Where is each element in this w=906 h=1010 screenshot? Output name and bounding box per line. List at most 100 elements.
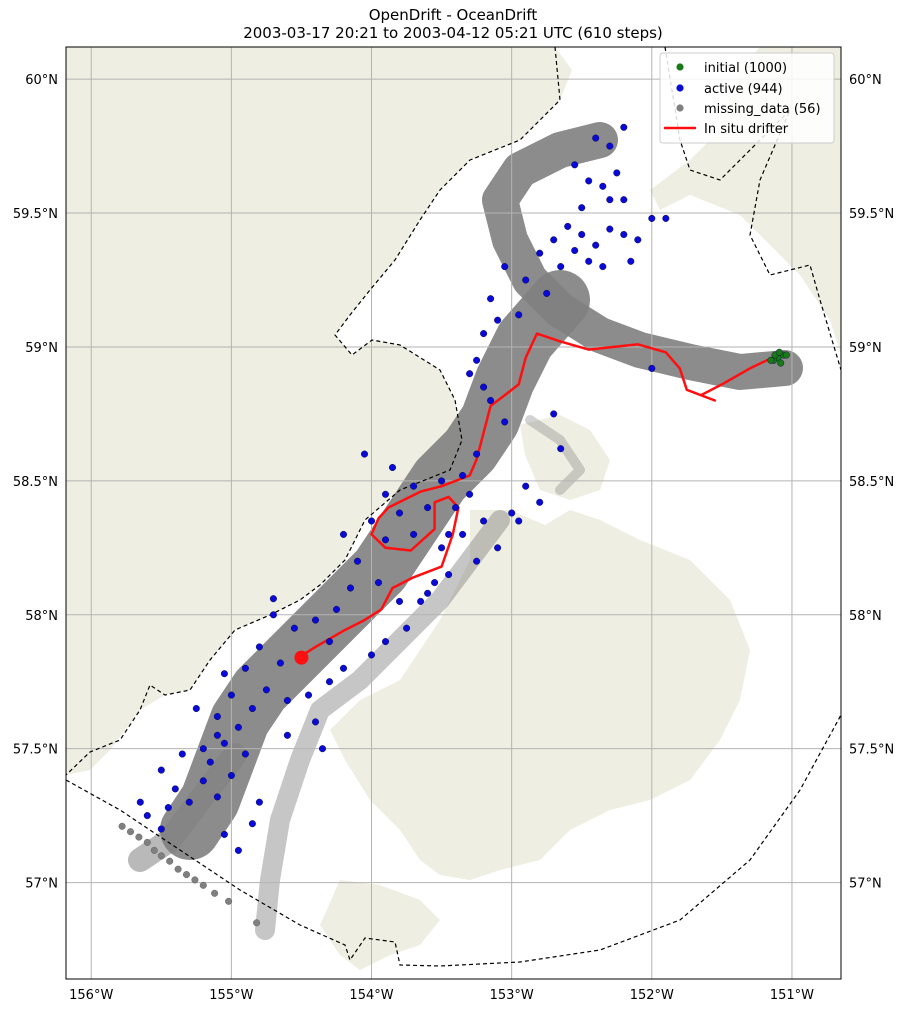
point-active [536, 498, 544, 506]
point-active [368, 517, 376, 525]
point-active [578, 204, 586, 212]
point-active [585, 177, 593, 185]
x-tick-label: 154°W [349, 988, 393, 1003]
point-active [269, 611, 277, 619]
point-missing [182, 871, 190, 879]
point-active [648, 364, 656, 372]
point-active [627, 257, 635, 265]
point-active [480, 517, 488, 525]
point-active [501, 418, 509, 426]
point-active [501, 263, 509, 271]
y-tick-label-left: 60°N [25, 73, 58, 88]
point-active [606, 196, 614, 204]
point-missing [211, 889, 219, 897]
y-tick-label-left: 57°N [25, 877, 58, 892]
point-active [396, 597, 404, 605]
y-tick-label-right: 59°N [849, 341, 882, 356]
point-active [262, 686, 270, 694]
point-active [255, 798, 263, 806]
point-active [599, 182, 607, 190]
legend-label-drifter: In situ drifter [704, 122, 789, 137]
point-active [543, 289, 551, 297]
point-missing [174, 865, 182, 873]
point-active [620, 123, 628, 131]
point-active [136, 798, 144, 806]
point-missing [225, 897, 233, 905]
x-tick-label: 153°W [490, 988, 534, 1003]
point-active [157, 825, 165, 833]
y-tick-label-right: 58°N [849, 609, 882, 624]
point-active [557, 445, 565, 453]
point-active [515, 311, 523, 319]
point-active [185, 798, 193, 806]
point-active [178, 750, 186, 758]
point-active [480, 383, 488, 391]
point-initial [767, 356, 775, 364]
point-active [410, 530, 418, 538]
y-tick-label-right: 59.5°N [849, 207, 894, 222]
point-active [396, 509, 404, 517]
point-active [459, 530, 467, 538]
y-tick-label-left: 59.5°N [13, 207, 58, 222]
point-active [220, 739, 228, 747]
domain-boundary-south [65, 714, 842, 967]
point-active [199, 777, 207, 785]
point-active [466, 490, 474, 498]
point-active [508, 509, 516, 517]
point-active [466, 370, 474, 378]
point-active [662, 214, 670, 222]
point-active [578, 230, 586, 238]
drifter-end-marker [294, 650, 309, 665]
data-marks [118, 123, 790, 927]
point-active [213, 731, 221, 739]
point-active [473, 557, 481, 565]
point-active [620, 230, 628, 238]
land-trinity [320, 880, 440, 970]
x-tick-label: 151°W [770, 988, 814, 1003]
point-active [382, 638, 390, 646]
land-kodiak-north [520, 415, 610, 500]
trajectory-band-south [255, 510, 510, 940]
point-active [326, 638, 334, 646]
point-active [269, 595, 277, 603]
legend-marker-missing [676, 104, 684, 112]
point-active [290, 624, 298, 632]
y-tick-label-right: 58.5°N [849, 475, 894, 490]
point-active [487, 295, 495, 303]
point-active [192, 705, 200, 713]
point-active [564, 222, 572, 230]
point-active [634, 236, 642, 244]
y-tick-label-left: 59°N [25, 341, 58, 356]
y-tick-label-right: 60°N [849, 73, 882, 88]
point-active [227, 691, 235, 699]
tick-labels: 156°W 155°W 154°W 153°W 152°W 151°W 57°N 57°N 57… [13, 73, 894, 1003]
point-active [592, 241, 600, 249]
point-active [424, 589, 432, 597]
point-missing [143, 838, 151, 846]
legend-label-missing: missing_data (56) [704, 102, 821, 117]
point-active [326, 678, 334, 686]
point-active [452, 504, 460, 512]
point-missing [253, 919, 261, 927]
point-active [375, 579, 383, 587]
point-active [305, 691, 313, 699]
point-active [606, 142, 614, 150]
point-active [255, 643, 263, 651]
point-missing [157, 852, 165, 860]
point-active [438, 477, 446, 485]
point-active [382, 536, 390, 544]
point-active [248, 705, 256, 713]
legend: initial (1000) active (944) missing_data… [659, 52, 835, 144]
point-active [283, 697, 291, 705]
point-active [361, 450, 369, 458]
point-active [592, 134, 600, 142]
point-active [164, 804, 172, 812]
legend-label-initial: initial (1000) [704, 61, 787, 76]
point-active [220, 670, 228, 678]
point-active [599, 263, 607, 271]
point-active [382, 490, 390, 498]
axes-frame [65, 46, 842, 980]
y-tick-label-right: 57.5°N [849, 743, 894, 758]
point-active [550, 410, 558, 418]
point-active [276, 659, 284, 667]
